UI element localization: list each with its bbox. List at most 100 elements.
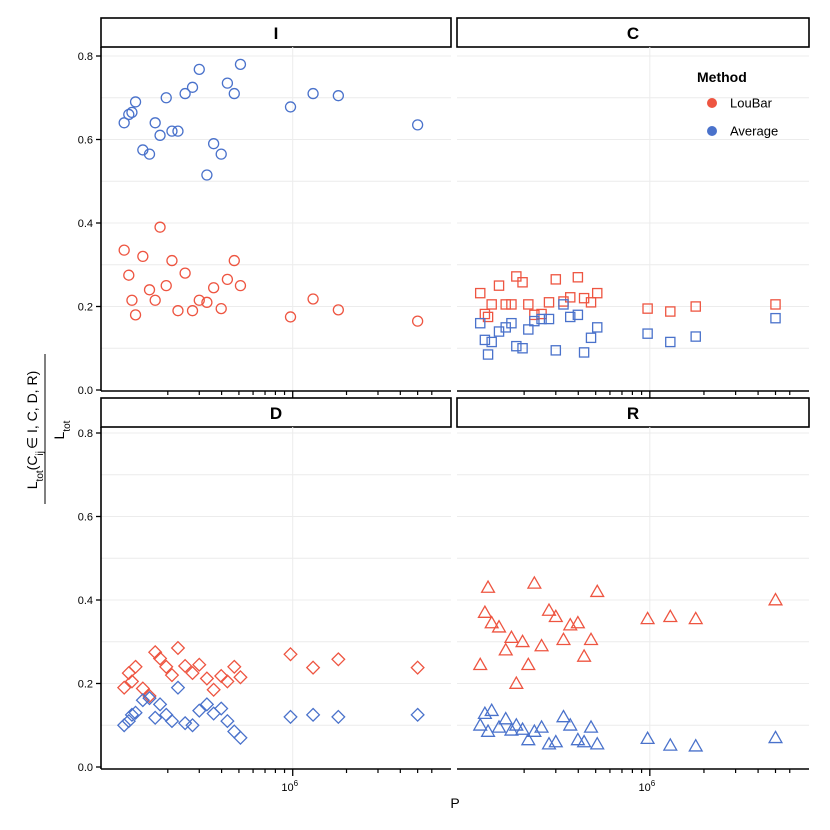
facet-strip-label-I: I: [274, 24, 279, 43]
point-C-average: [578, 347, 590, 358]
point-I-average: [193, 63, 205, 76]
point-D-loubar: [164, 667, 180, 683]
point-R-average: [534, 719, 550, 733]
point-C-average: [511, 340, 522, 352]
point-R-average: [498, 711, 514, 725]
point-I-loubar: [160, 279, 172, 292]
point-D-loubar: [220, 674, 235, 689]
point-I-loubar: [234, 279, 247, 292]
point-R-loubar: [480, 579, 496, 593]
facet-strip-C: [456, 17, 810, 48]
legend-key-average: [707, 126, 717, 136]
point-D-loubar: [185, 665, 200, 681]
point-R-average: [484, 702, 500, 717]
point-R-loubar: [491, 619, 507, 633]
series-C-loubar: [474, 271, 781, 323]
point-D-average: [135, 692, 151, 708]
point-C-average: [517, 342, 528, 354]
point-D-average: [164, 713, 180, 729]
point-C-average: [550, 345, 562, 356]
point-R-loubar: [520, 657, 536, 671]
point-I-loubar: [126, 294, 138, 306]
point-I-average: [179, 87, 191, 100]
point-C-loubar: [511, 271, 522, 282]
point-R-loubar: [640, 611, 656, 625]
point-C-loubar: [572, 272, 584, 283]
point-I-average: [215, 148, 227, 160]
point-I-loubar: [332, 304, 344, 316]
point-C-loubar: [690, 301, 701, 312]
point-C-loubar: [543, 297, 555, 308]
facet-panel-I: I 0.0 0.2 0.4 0.6 0.8: [78, 17, 452, 398]
point-I-loubar: [143, 284, 156, 296]
x-axis-title: P: [450, 795, 459, 811]
point-C-average: [665, 336, 676, 348]
point-D-loubar: [206, 682, 221, 697]
point-D-average: [192, 703, 207, 718]
point-R-average: [480, 723, 496, 737]
y-tick-label: 0.8: [78, 428, 93, 440]
point-R-loubar: [526, 575, 542, 589]
point-C-loubar: [500, 299, 511, 310]
point-C-average: [536, 313, 547, 325]
y-tick-label: 0.4: [78, 595, 93, 607]
point-R-average: [576, 734, 592, 748]
point-R-average: [640, 730, 656, 745]
point-D-loubar: [199, 671, 215, 686]
point-D-average: [147, 710, 163, 725]
point-R-loubar: [498, 642, 514, 656]
point-I-loubar: [201, 296, 213, 308]
point-C-average: [591, 322, 603, 333]
point-I-loubar: [411, 315, 424, 327]
legend-label-loubar: LouBar: [730, 96, 773, 111]
point-D-loubar: [124, 674, 140, 689]
point-D-average: [170, 680, 186, 695]
point-D-average: [331, 709, 346, 725]
point-R-average: [570, 732, 586, 746]
point-I-average: [129, 96, 142, 108]
point-R-loubar: [576, 648, 592, 662]
series-I-average: [118, 58, 424, 181]
x-tick-label: 106: [281, 779, 298, 794]
point-D-loubar: [170, 640, 186, 656]
point-D-loubar: [116, 680, 132, 695]
point-I-average: [234, 58, 247, 70]
point-R-average: [472, 717, 488, 731]
point-I-average: [207, 138, 220, 150]
point-R-average: [562, 717, 578, 731]
point-C-loubar: [665, 306, 676, 317]
point-C-average: [486, 336, 497, 348]
point-R-loubar: [534, 638, 550, 652]
point-D-loubar: [147, 644, 163, 660]
facet-strip-I: [100, 17, 452, 48]
point-C-average: [585, 332, 597, 344]
point-D-average: [121, 713, 137, 729]
point-D-average: [177, 715, 193, 731]
point-R-average: [688, 738, 704, 752]
point-C-loubar: [479, 308, 491, 320]
point-C-loubar: [591, 287, 603, 299]
point-I-loubar: [137, 250, 149, 263]
point-D-average: [213, 701, 229, 716]
point-R-average: [767, 730, 784, 744]
point-R-average: [589, 736, 605, 750]
point-D-average: [116, 718, 132, 733]
point-R-loubar: [662, 608, 678, 623]
point-R-loubar: [688, 611, 704, 625]
point-I-average: [284, 101, 297, 113]
point-R-average: [491, 719, 507, 733]
point-D-average: [283, 709, 298, 725]
point-I-loubar: [179, 267, 191, 279]
point-D-average: [227, 724, 242, 739]
point-D-loubar: [192, 657, 207, 672]
point-C-loubar: [474, 287, 486, 299]
point-D-loubar: [227, 659, 242, 675]
point-R-loubar: [570, 615, 586, 629]
point-C-loubar: [565, 292, 576, 303]
point-R-average: [515, 721, 531, 735]
point-D-average: [410, 707, 425, 723]
point-I-average: [228, 87, 240, 100]
legend-label-average: Average: [730, 124, 778, 139]
point-R-loubar: [589, 583, 605, 598]
